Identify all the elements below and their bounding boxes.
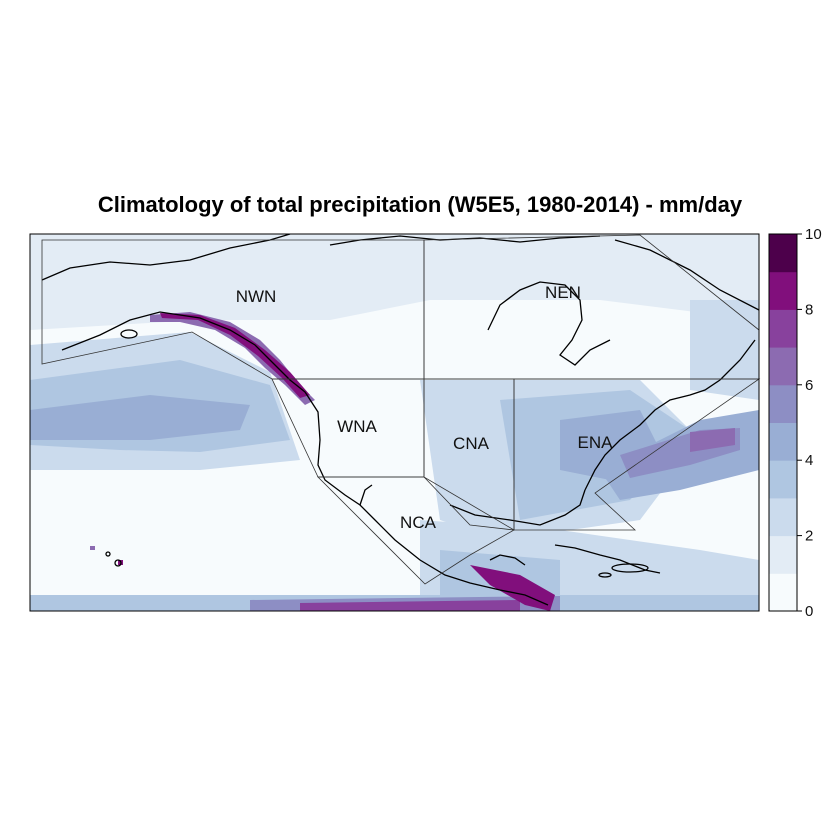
region-boundaries bbox=[41, 234, 761, 585]
boundary-nca bbox=[317, 476, 515, 585]
colorbar-bin bbox=[769, 271, 797, 310]
colorbar-bin bbox=[769, 535, 797, 574]
region-label-ena: ENA bbox=[578, 433, 614, 452]
colorbar-bin bbox=[769, 497, 797, 537]
region-label-wna: WNA bbox=[337, 417, 377, 436]
colorbar-bin bbox=[769, 460, 797, 499]
colorbar-tick-label: 4 bbox=[805, 452, 813, 469]
map-title: Climatology of total precipitation (W5E5… bbox=[97, 192, 743, 217]
region-label-nen: NEN bbox=[545, 283, 581, 302]
colorbar-bin bbox=[769, 384, 797, 423]
colorbar bbox=[768, 233, 798, 612]
colorbar-bin bbox=[769, 573, 797, 612]
boundary-cna bbox=[423, 378, 515, 531]
colorbar-bin bbox=[769, 234, 797, 273]
colorbar-bin bbox=[769, 309, 797, 348]
colorbar-frame bbox=[768, 233, 798, 612]
colorbar-ticks: 0 2 4 6 8 10 bbox=[797, 226, 822, 620]
region-label-nwn: NWN bbox=[236, 287, 277, 306]
colorbar-tick-label: 8 bbox=[805, 301, 813, 318]
colorbar-tick-label: 0 bbox=[805, 603, 813, 620]
colorbar-tick-label: 6 bbox=[805, 377, 813, 394]
colorbar-tick-label: 2 bbox=[805, 528, 813, 545]
precipitation-field bbox=[30, 234, 759, 611]
region-label-cna: CNA bbox=[453, 434, 490, 453]
colorbar-tick-label: 10 bbox=[805, 226, 822, 243]
region-label-nca: NCA bbox=[400, 513, 437, 532]
map-frame bbox=[29, 233, 760, 612]
region-labels: NWN NEN WNA CNA ENA NCA bbox=[236, 283, 613, 532]
boundary-ena bbox=[513, 378, 761, 531]
colorbar-bin bbox=[769, 347, 797, 386]
colorbar-bin bbox=[769, 422, 797, 461]
